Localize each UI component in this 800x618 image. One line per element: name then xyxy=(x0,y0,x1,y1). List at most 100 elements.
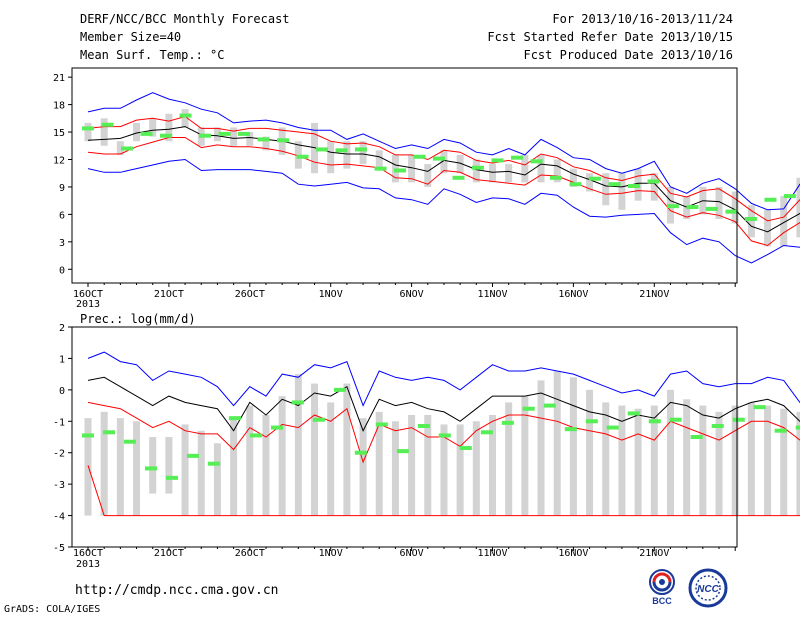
temp-ensemble-marker xyxy=(471,165,484,170)
temp-spread-bar xyxy=(375,150,383,169)
temp-ytick-label: 21 xyxy=(53,73,65,84)
temp-year-label: 2013 xyxy=(76,299,100,310)
temp-spread-bar xyxy=(343,141,351,169)
prec-spread-bar xyxy=(213,443,221,516)
prec-spread-bar xyxy=(699,405,707,516)
ncc-logo-text: NCC xyxy=(697,584,719,595)
temp-xtick-label: 21OCT xyxy=(154,289,184,300)
temp-spread-bar xyxy=(731,191,739,224)
temp-spread-bar xyxy=(715,186,723,219)
chart-title: DERF/NCC/BCC Monthly Forecast xyxy=(80,12,290,26)
prec-spread-bar xyxy=(246,405,254,516)
prec-ensemble-marker xyxy=(249,433,262,438)
temp-ensemble-marker xyxy=(627,184,640,189)
prec-ensemble-marker xyxy=(543,403,556,408)
prec-xtick-label: 1NOV xyxy=(319,548,343,559)
prec-ensemble-marker xyxy=(165,475,178,480)
prec-panel: -5 -4 -3 -2 -1 0 1 2 16OCT 21OCT 26OCT 1NOV 6NOV 11NO… xyxy=(53,323,800,570)
prec-ensemble-marker xyxy=(732,417,745,422)
temp-ensemble-marker xyxy=(296,154,309,159)
prec-xtick-label: 21OCT xyxy=(154,548,184,559)
prec-ensemble-marker xyxy=(417,424,430,428)
temp-ensemble-marker xyxy=(647,179,660,184)
temp-ensemble-marker xyxy=(101,122,114,127)
prec-ensemble-marker xyxy=(669,417,682,422)
prec-ytick-label: -1 xyxy=(53,417,65,428)
prec-xtick-label: 11NOV xyxy=(477,548,507,559)
prec-spread-bar xyxy=(343,383,351,516)
temp-spread-bar xyxy=(133,122,141,142)
temp-spread-bar xyxy=(327,141,335,174)
prec-ensemble-marker xyxy=(501,420,514,425)
prec-ensemble-marker xyxy=(291,400,304,405)
prec-spread-bar xyxy=(780,408,788,516)
prec-spread-bar xyxy=(747,402,755,516)
prec-spread-bar xyxy=(537,380,545,516)
temp-ensemble-marker xyxy=(744,216,757,221)
prec-ensemble-marker xyxy=(354,450,367,455)
temp-ensemble-marker xyxy=(510,155,523,160)
temp-spread-bar xyxy=(149,118,157,137)
temp-spread-bar xyxy=(472,159,480,183)
temp-spread-bar xyxy=(100,118,108,146)
temp-ensemble-marker xyxy=(452,175,465,180)
prec-ensemble-marker xyxy=(585,419,598,424)
prec-ytick-label: -3 xyxy=(53,480,65,491)
temp-ensemble-marker xyxy=(530,159,543,164)
prec-spread-bar xyxy=(181,424,189,516)
prec-spread-bar xyxy=(262,415,270,516)
prec-spread-bar xyxy=(666,389,674,516)
prec-xtick-label: 16NOV xyxy=(558,548,588,559)
grads-credit: GrADS: COLA/IGES xyxy=(4,604,101,615)
temp-ensemble-marker xyxy=(140,131,153,136)
prec-max-line xyxy=(87,351,800,407)
prec-spread-bar xyxy=(165,437,173,494)
prec-spread-bar xyxy=(149,437,157,494)
prec-frame xyxy=(71,326,738,548)
prec-spread-bar xyxy=(327,402,335,516)
temp-xtick-label: 1NOV xyxy=(319,289,343,300)
prec-spread-bar xyxy=(618,405,626,516)
temp-ensemble-marker xyxy=(413,154,426,159)
temp-spread-bar xyxy=(618,173,626,210)
prec-spread-bar xyxy=(311,383,319,516)
prec-year-label: 2013 xyxy=(76,559,100,570)
temp-xtick-label: 21NOV xyxy=(639,289,669,300)
prec-spread-bar xyxy=(197,430,205,516)
prec-mean-line xyxy=(87,376,800,432)
prec-ensemble-marker xyxy=(270,425,283,430)
temp-ensemble-marker xyxy=(588,176,601,181)
prec-ytick-label: 1 xyxy=(59,354,65,365)
temp-ytick-label: 3 xyxy=(59,238,65,249)
temp-spread-bar xyxy=(213,127,221,142)
temp-xtick-label: 16OCT xyxy=(73,289,103,300)
prec-ensemble-marker xyxy=(333,387,346,392)
temp-xtick-label: 26OCT xyxy=(235,289,265,300)
temp-ytick-label: 0 xyxy=(59,265,65,276)
prec-ensemble-marker xyxy=(459,446,472,450)
prec-spread-bar xyxy=(456,424,464,516)
temp-spread-bar xyxy=(650,173,658,201)
prec-spread-bar xyxy=(408,415,416,516)
prec-spread-bar xyxy=(294,374,302,516)
prec-spread-bar xyxy=(100,411,108,516)
temp-ytick-label: 18 xyxy=(53,101,65,112)
temp-spread-bar xyxy=(602,173,610,206)
prec-spread-bar xyxy=(505,402,513,516)
prec-ensemble-marker xyxy=(123,439,136,444)
temp-max-line xyxy=(87,92,800,211)
prec-spread-bar xyxy=(521,396,529,516)
temp-xtick-label: 11NOV xyxy=(477,289,507,300)
temp-spread-bar xyxy=(116,141,124,155)
temp-ensemble-marker xyxy=(666,204,679,209)
source-url[interactable]: http://cmdp.ncc.cma.gov.cn xyxy=(75,583,279,598)
temp-ensemble-marker xyxy=(237,131,250,136)
prec-spread-bar xyxy=(440,424,448,516)
temp-ytick-label: 15 xyxy=(53,128,65,139)
temp-ensemble-marker xyxy=(315,147,328,152)
temp-xtick-label: 16NOV xyxy=(558,289,588,300)
prec-spread-bar xyxy=(586,389,594,516)
temp-spread-bar xyxy=(408,154,416,183)
temp-ytick-label: 9 xyxy=(59,183,65,194)
temp-mean-line xyxy=(87,126,800,233)
